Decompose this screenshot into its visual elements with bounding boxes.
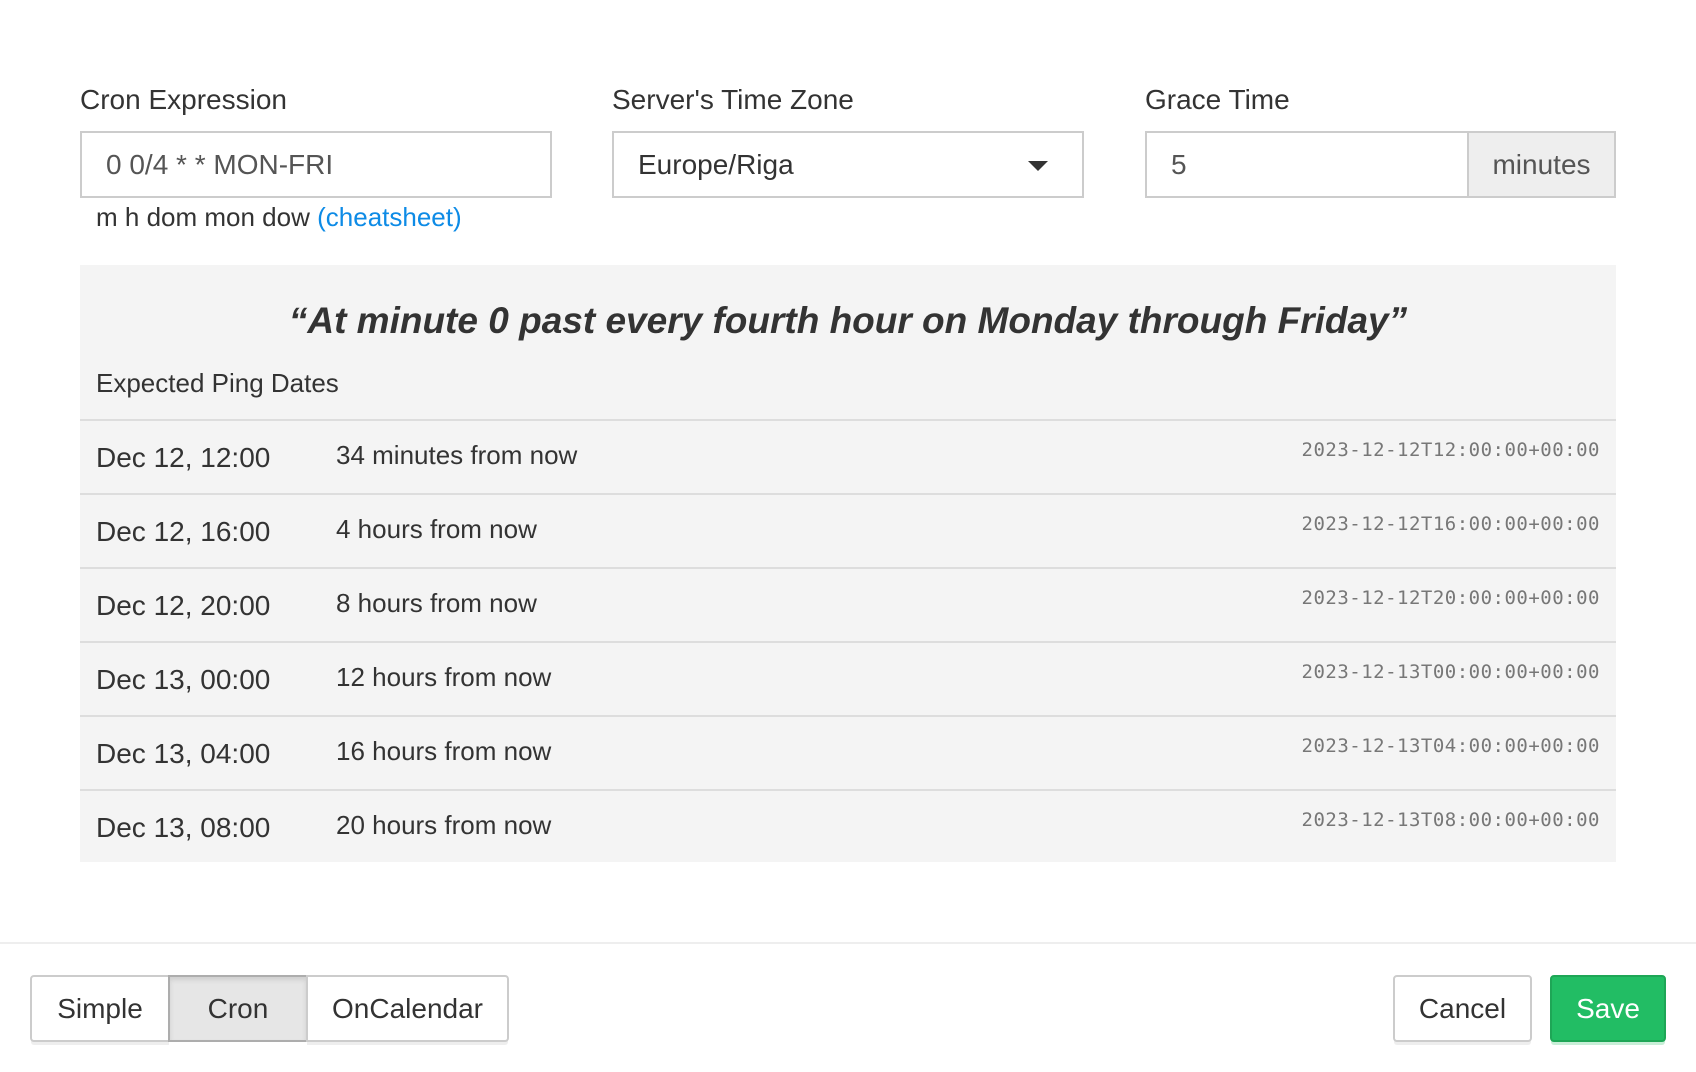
timezone-value: Europe/Riga: [638, 148, 794, 180]
ping-row: Dec 12, 16:00 4 hours from now 2023-12-12T…: [80, 493, 1616, 567]
ping-relative: 8 hours from now: [336, 588, 537, 618]
ping-relative: 12 hours from now: [336, 662, 552, 692]
cron-expression-label: Cron Expression: [80, 84, 287, 115]
ping-date: Dec 12, 20:00: [96, 590, 271, 621]
ping-iso: 2023-12-13T04:00:00+00:00: [1301, 735, 1600, 757]
mode-cron-button[interactable]: Cron: [168, 975, 308, 1042]
save-button[interactable]: Save: [1550, 975, 1666, 1042]
mode-simple-button[interactable]: Simple: [30, 975, 170, 1042]
ping-date: Dec 13, 04:00: [96, 738, 271, 769]
ping-iso: 2023-12-13T00:00:00+00:00: [1301, 661, 1600, 683]
cancel-button[interactable]: Cancel: [1393, 975, 1532, 1042]
ping-iso: 2023-12-12T12:00:00+00:00: [1301, 439, 1600, 461]
ping-row: Dec 13, 04:00 16 hours from now 2023-12-13…: [80, 715, 1616, 789]
cron-preview-panel: “At minute 0 past every fourth hour on M…: [80, 265, 1616, 862]
ping-iso: 2023-12-12T20:00:00+00:00: [1301, 587, 1600, 609]
ping-date: Dec 13, 00:00: [96, 664, 271, 695]
ping-row: Dec 13, 08:00 20 hours from now 2023-12-13…: [80, 789, 1616, 863]
ping-date: Dec 12, 16:00: [96, 516, 271, 547]
ping-date: Dec 12, 12:00: [96, 442, 271, 473]
timezone-label: Server's Time Zone: [612, 84, 854, 115]
cron-description: “At minute 0 past every fourth hour on M…: [288, 300, 1408, 341]
ping-relative: 16 hours from now: [336, 736, 552, 766]
timezone-select[interactable]: Europe/Riga: [612, 131, 1084, 198]
cheatsheet-link[interactable]: (cheatsheet): [317, 202, 462, 232]
grace-time-label: Grace Time: [1145, 84, 1290, 115]
expected-ping-dates-title: Expected Ping Dates: [96, 368, 339, 398]
cron-hint: m h dom mon dow (cheatsheet): [96, 202, 462, 233]
ping-row: Dec 12, 20:00 8 hours from now 2023-12-12T…: [80, 567, 1616, 641]
ping-iso: 2023-12-13T08:00:00+00:00: [1301, 809, 1600, 831]
ping-relative: 20 hours from now: [336, 810, 552, 840]
ping-date: Dec 13, 08:00: [96, 812, 271, 843]
ping-relative: 34 minutes from now: [336, 440, 578, 470]
grace-time-input[interactable]: 5: [1145, 131, 1468, 198]
mode-oncalendar-button[interactable]: OnCalendar: [306, 975, 509, 1042]
ping-iso: 2023-12-12T16:00:00+00:00: [1301, 513, 1600, 535]
grace-unit-addon: minutes: [1467, 131, 1616, 198]
ping-relative: 4 hours from now: [336, 514, 537, 544]
cron-expression-input[interactable]: 0 0/4 * * MON-FRI: [80, 131, 552, 198]
footer-divider: [0, 942, 1696, 944]
ping-row: Dec 12, 12:00 34 minutes from now 2023-12-…: [80, 419, 1616, 493]
ping-row: Dec 13, 00:00 12 hours from now 2023-12-13…: [80, 641, 1616, 715]
cron-hint-text: m h dom mon dow: [96, 202, 310, 232]
caret-down-icon: [1028, 161, 1048, 171]
